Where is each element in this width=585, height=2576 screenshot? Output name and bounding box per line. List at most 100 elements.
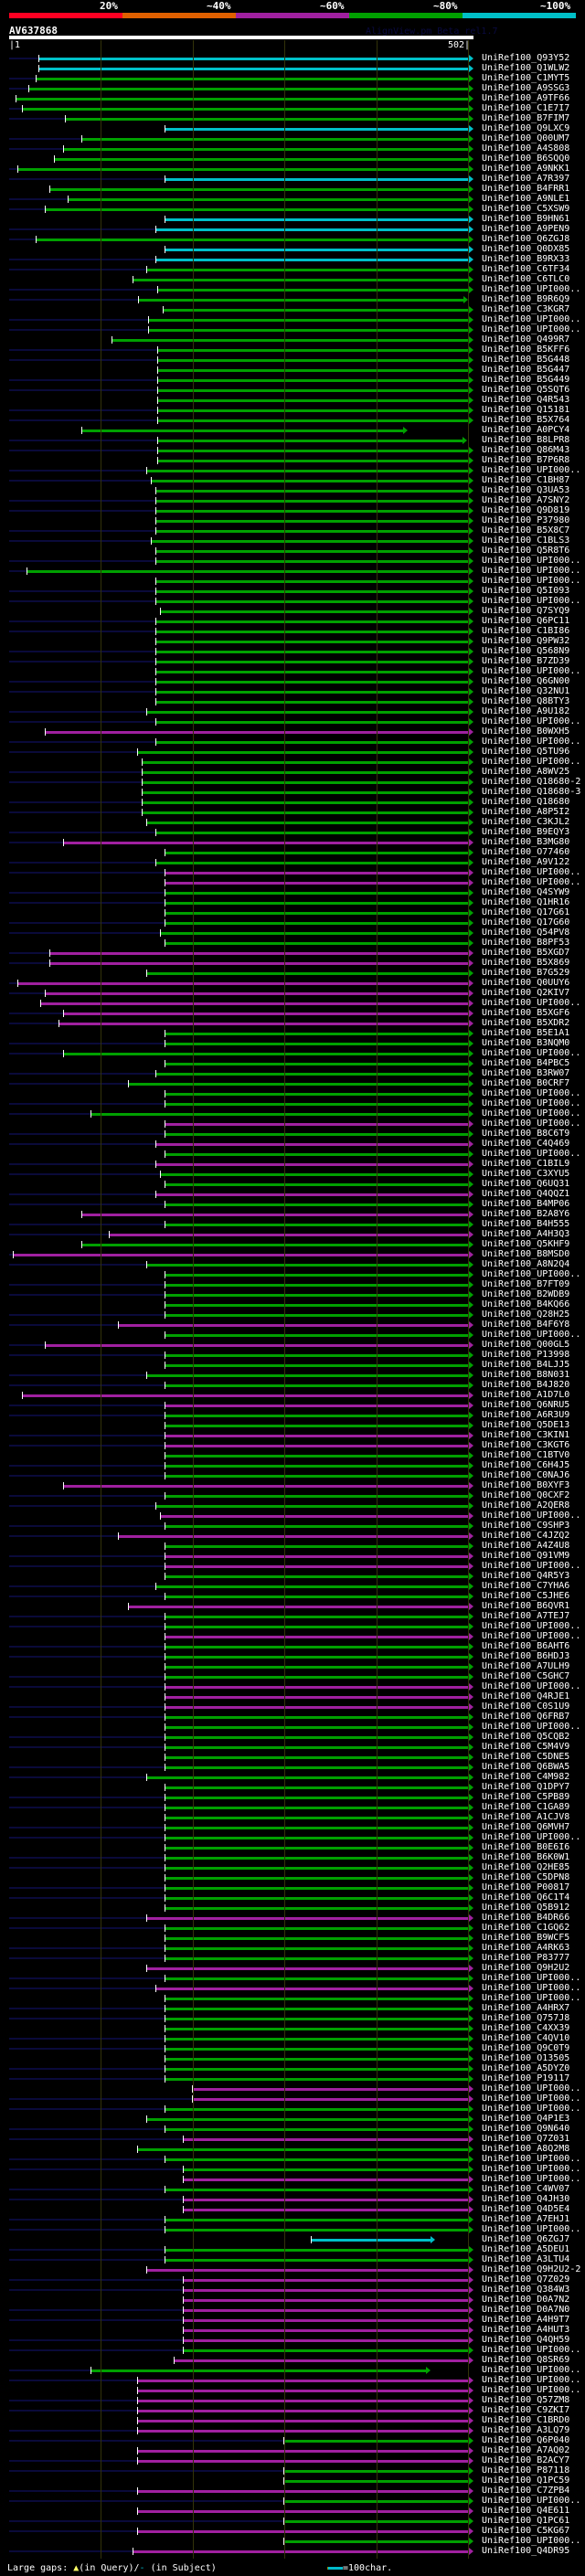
hit-row[interactable]: UniRef100_C9SHP3: [0, 1521, 585, 1532]
hit-row[interactable]: UniRef100_Q9PW32: [0, 636, 585, 647]
hit-row[interactable]: UniRef100_A9PEN9: [0, 224, 585, 235]
hit-row[interactable]: UniRef100_B8PF53: [0, 938, 585, 949]
hit-label[interactable]: UniRef100_Q57ZM8: [482, 2395, 570, 2405]
hit-row[interactable]: UniRef100_C3KJL2: [0, 817, 585, 828]
hit-label[interactable]: UniRef100_UPI000..: [482, 2094, 581, 2104]
hit-row[interactable]: UniRef100_B9R6Q9: [0, 294, 585, 305]
hit-label[interactable]: UniRef100_Q9PW32: [482, 636, 570, 646]
hit-label[interactable]: UniRef100_Q91VM9: [482, 1551, 570, 1561]
hit-label[interactable]: UniRef100_A4HUT3: [482, 2325, 570, 2335]
hit-row[interactable]: UniRef100_B6QVR1: [0, 1601, 585, 1612]
hit-label[interactable]: UniRef100_UPI000..: [482, 2174, 581, 2184]
hit-label[interactable]: UniRef100_C6TLC0: [482, 274, 570, 284]
hit-row[interactable]: UniRef100_Q4D5E4: [0, 2204, 585, 2215]
hit-label[interactable]: UniRef100_UPI000..: [482, 556, 581, 566]
hit-label[interactable]: UniRef100_Q7Z029: [482, 2274, 570, 2284]
hit-label[interactable]: UniRef100_B4MP06: [482, 1199, 570, 1209]
hit-row[interactable]: UniRef100_Q4P1E3: [0, 2114, 585, 2125]
hit-row[interactable]: UniRef100_Q568N9: [0, 646, 585, 657]
hit-row[interactable]: UniRef100_B6SQQ0: [0, 154, 585, 164]
hit-label[interactable]: UniRef100_C1BTV0: [482, 1450, 570, 1460]
hit-label[interactable]: UniRef100_Q4R543: [482, 395, 570, 405]
hit-row[interactable]: UniRef100_Q86M43: [0, 445, 585, 456]
hit-label[interactable]: UniRef100_UPI000..: [482, 716, 581, 726]
hit-label[interactable]: UniRef100_B5X8C7: [482, 525, 570, 535]
hit-row[interactable]: UniRef100_UPI000..: [0, 1993, 585, 2004]
hit-label[interactable]: UniRef100_UPI000..: [482, 2164, 581, 2174]
hit-row[interactable]: UniRef100_B5X8C7: [0, 525, 585, 536]
hit-label[interactable]: UniRef100_B9RX33: [482, 254, 570, 264]
hit-label[interactable]: UniRef100_B5G449: [482, 375, 570, 385]
hit-row[interactable]: UniRef100_A0PCY4: [0, 425, 585, 436]
hit-row[interactable]: UniRef100_C1MYT5: [0, 73, 585, 84]
hit-row[interactable]: UniRef100_C4JZQ2: [0, 1531, 585, 1542]
hit-label[interactable]: UniRef100_B4LJJ5: [482, 1360, 570, 1370]
hit-row[interactable]: UniRef100_C3KGR7: [0, 304, 585, 315]
hit-label[interactable]: UniRef100_C6H4J5: [482, 1460, 570, 1470]
hit-row[interactable]: UniRef100_Q5SQT6: [0, 385, 585, 396]
hit-row[interactable]: UniRef100_C0S1U9: [0, 1701, 585, 1712]
hit-row[interactable]: UniRef100_Q0CXF2: [0, 1490, 585, 1501]
hit-row[interactable]: UniRef100_UPI000..: [0, 1149, 585, 1160]
hit-label[interactable]: UniRef100_C1MYT5: [482, 73, 570, 83]
hit-label[interactable]: UniRef100_Q6PC11: [482, 616, 570, 626]
hit-row[interactable]: UniRef100_C3KIN1: [0, 1430, 585, 1441]
hit-row[interactable]: UniRef100_B9RX33: [0, 254, 585, 265]
hit-row[interactable]: UniRef100_A1CJV8: [0, 1812, 585, 1823]
hit-row[interactable]: UniRef100_B0CRF7: [0, 1078, 585, 1089]
hit-label[interactable]: UniRef100_Q1PC61: [482, 2516, 570, 2526]
hit-row[interactable]: UniRef100_UPI000..: [0, 2104, 585, 2115]
hit-row[interactable]: UniRef100_B7G529: [0, 968, 585, 979]
hit-label[interactable]: UniRef100_Q93Y52: [482, 53, 570, 63]
hit-row[interactable]: UniRef100_B5G449: [0, 375, 585, 386]
hit-label[interactable]: UniRef100_C0NAJ6: [482, 1470, 570, 1480]
hit-label[interactable]: UniRef100_A9NLE1: [482, 194, 570, 204]
hit-label[interactable]: UniRef100_Q6P040: [482, 2435, 570, 2445]
hit-label[interactable]: UniRef100_O13505: [482, 2053, 570, 2063]
hit-label[interactable]: UniRef100_Q00UM7: [482, 133, 570, 143]
hit-row[interactable]: UniRef100_Q1WLW2: [0, 63, 585, 74]
hit-row[interactable]: UniRef100_Q4QH59: [0, 2335, 585, 2346]
hit-row[interactable]: UniRef100_A4H9T7: [0, 2315, 585, 2326]
hit-row[interactable]: UniRef100_UPI000..: [0, 1330, 585, 1341]
hit-row[interactable]: UniRef100_Q4SYW9: [0, 887, 585, 898]
hit-label[interactable]: UniRef100_B3RW07: [482, 1068, 570, 1078]
hit-label[interactable]: UniRef100_P37980: [482, 515, 570, 525]
hit-label[interactable]: UniRef100_Q6FRB7: [482, 1712, 570, 1722]
hit-label[interactable]: UniRef100_Q6MVH7: [482, 1822, 570, 1832]
hit-label[interactable]: UniRef100_C7YHA6: [482, 1581, 570, 1591]
hit-label[interactable]: UniRef100_Q18680-3: [482, 787, 581, 797]
hit-row[interactable]: UniRef100_B5XGF6: [0, 1008, 585, 1019]
hit-row[interactable]: UniRef100_UPI000..: [0, 2154, 585, 2165]
hit-row[interactable]: UniRef100_Q6ZGJ7: [0, 2234, 585, 2245]
hit-row[interactable]: UniRef100_C1BH87: [0, 475, 585, 486]
hit-label[interactable]: UniRef100_C1E7I7: [482, 103, 570, 113]
hit-label[interactable]: UniRef100_Q54PV8: [482, 928, 570, 938]
hit-label[interactable]: UniRef100_UPI000..: [482, 284, 581, 294]
hit-label[interactable]: UniRef100_A9TF66: [482, 93, 570, 103]
hit-label[interactable]: UniRef100_B8LPR8: [482, 435, 570, 445]
hit-label[interactable]: UniRef100_B7G529: [482, 968, 570, 978]
hit-row[interactable]: UniRef100_Q28H25: [0, 1309, 585, 1320]
hit-row[interactable]: UniRef100_UPI000..: [0, 1098, 585, 1109]
hit-label[interactable]: UniRef100_UPI000..: [482, 2224, 581, 2234]
hit-row[interactable]: UniRef100_Q757J8: [0, 2013, 585, 2024]
hit-label[interactable]: UniRef100_B2ACY7: [482, 2455, 570, 2465]
hit-row[interactable]: UniRef100_Q5CQB2: [0, 1732, 585, 1743]
hit-label[interactable]: UniRef100_A7TEJ7: [482, 1611, 570, 1621]
hit-row[interactable]: UniRef100_B0E6I6: [0, 1842, 585, 1853]
hit-row[interactable]: UniRef100_A7AQ02: [0, 2445, 585, 2456]
hit-row[interactable]: UniRef100_UPI000..: [0, 1511, 585, 1521]
hit-label[interactable]: UniRef100_Q86M43: [482, 445, 570, 455]
hit-row[interactable]: UniRef100_P00817: [0, 1882, 585, 1893]
hit-row[interactable]: UniRef100_B2WDB9: [0, 1289, 585, 1300]
hit-label[interactable]: UniRef100_UPI000..: [482, 1269, 581, 1279]
hit-label[interactable]: UniRef100_UPI000..: [482, 1722, 581, 1732]
hit-row[interactable]: UniRef100_C4QV10: [0, 2033, 585, 2044]
hit-row[interactable]: UniRef100_UPI000..: [0, 877, 585, 888]
hit-row[interactable]: UniRef100_Q4JH30: [0, 2194, 585, 2205]
hit-row[interactable]: UniRef100_B5X764: [0, 415, 585, 426]
hit-row[interactable]: UniRef100_Q54PV8: [0, 928, 585, 938]
hit-label[interactable]: UniRef100_C3KGT6: [482, 1440, 570, 1450]
hit-row[interactable]: UniRef100_B5G448: [0, 355, 585, 366]
